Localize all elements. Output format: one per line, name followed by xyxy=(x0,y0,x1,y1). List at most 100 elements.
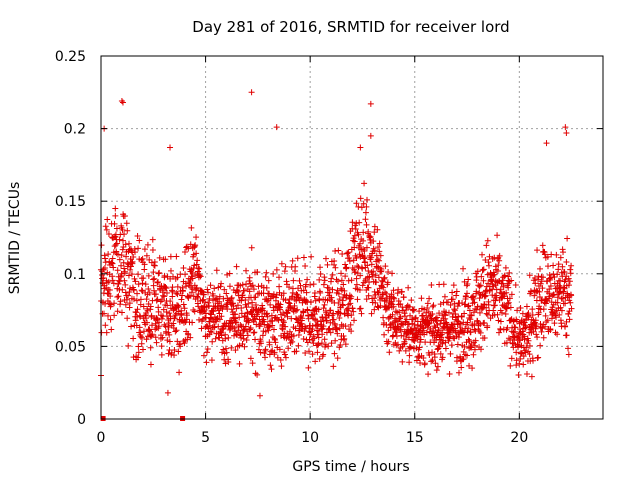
data-point xyxy=(210,324,217,331)
outlier-point xyxy=(543,140,550,147)
data-point xyxy=(109,260,116,267)
data-point xyxy=(506,269,513,276)
data-point xyxy=(224,271,231,278)
data-point xyxy=(407,312,414,319)
data-point xyxy=(147,361,154,368)
data-point xyxy=(447,302,454,309)
data-point xyxy=(535,354,542,361)
data-point xyxy=(278,260,285,267)
data-point xyxy=(520,361,527,368)
data-point xyxy=(363,221,370,228)
data-point xyxy=(377,302,384,309)
data-point xyxy=(264,313,271,320)
data-point xyxy=(164,302,171,309)
data-point xyxy=(187,334,194,341)
data-point xyxy=(371,306,378,313)
data-point xyxy=(469,365,476,372)
data-point xyxy=(195,303,202,310)
data-point xyxy=(174,274,181,281)
x-tick-label: 10 xyxy=(301,430,319,446)
data-point xyxy=(232,328,239,335)
data-point xyxy=(314,342,321,349)
data-point xyxy=(284,313,291,320)
data-point xyxy=(494,232,501,239)
data-point xyxy=(236,360,243,367)
data-point xyxy=(304,276,311,283)
data-point xyxy=(125,272,132,279)
data-point xyxy=(506,295,513,302)
data-point xyxy=(236,314,243,321)
data-point xyxy=(147,303,154,310)
data-point xyxy=(362,216,369,223)
data-point xyxy=(563,318,570,325)
data-point xyxy=(428,358,435,365)
data-point xyxy=(455,369,462,376)
data-point xyxy=(198,288,205,295)
data-point xyxy=(397,326,404,333)
data-point xyxy=(226,270,233,277)
data-point xyxy=(262,354,269,361)
data-point xyxy=(445,299,452,306)
data-point xyxy=(130,254,137,261)
data-point xyxy=(368,254,375,261)
data-point xyxy=(419,312,426,319)
x-tick-label: 20 xyxy=(510,430,528,446)
data-point xyxy=(324,261,331,268)
data-point xyxy=(140,303,147,310)
data-point xyxy=(265,323,272,330)
data-point xyxy=(159,287,166,294)
data-point xyxy=(319,331,326,338)
data-point xyxy=(360,237,367,244)
data-point xyxy=(254,269,261,276)
data-point xyxy=(430,302,437,309)
data-point xyxy=(406,303,413,310)
data-point xyxy=(102,223,109,230)
data-point xyxy=(105,251,112,258)
data-point xyxy=(558,307,565,314)
data-point xyxy=(408,297,415,304)
data-point xyxy=(451,300,458,307)
data-point xyxy=(280,290,287,297)
plot-frame xyxy=(100,55,604,420)
data-point xyxy=(474,268,481,275)
data-point xyxy=(216,298,223,305)
data-point xyxy=(247,355,254,362)
data-point xyxy=(554,271,561,278)
data-point xyxy=(203,349,210,356)
data-point xyxy=(482,292,489,299)
data-point xyxy=(449,313,456,320)
data-point xyxy=(369,273,376,280)
data-point xyxy=(300,254,307,261)
data-point xyxy=(309,351,316,358)
data-point xyxy=(218,280,225,287)
data-point xyxy=(359,265,366,272)
data-point xyxy=(397,313,404,320)
data-point xyxy=(420,355,427,362)
data-point xyxy=(138,340,145,347)
data-point xyxy=(127,263,134,270)
data-point xyxy=(356,286,363,293)
data-point xyxy=(228,306,235,313)
data-point xyxy=(149,322,156,329)
data-point xyxy=(122,281,129,288)
data-point xyxy=(144,241,151,248)
data-point xyxy=(405,334,412,341)
data-point xyxy=(118,262,125,269)
data-point xyxy=(306,336,313,343)
data-point xyxy=(531,274,538,281)
data-point xyxy=(263,284,270,291)
data-point xyxy=(446,370,453,377)
data-point xyxy=(316,355,323,362)
data-point xyxy=(241,287,248,294)
data-point xyxy=(277,306,284,313)
data-point xyxy=(109,255,116,262)
data-point xyxy=(128,271,135,278)
data-point xyxy=(346,258,353,265)
data-point xyxy=(135,245,142,252)
data-point xyxy=(485,262,492,269)
data-point xyxy=(155,308,162,315)
data-point xyxy=(172,312,179,319)
data-point xyxy=(485,259,492,266)
data-point xyxy=(439,340,446,347)
data-point xyxy=(349,219,356,226)
